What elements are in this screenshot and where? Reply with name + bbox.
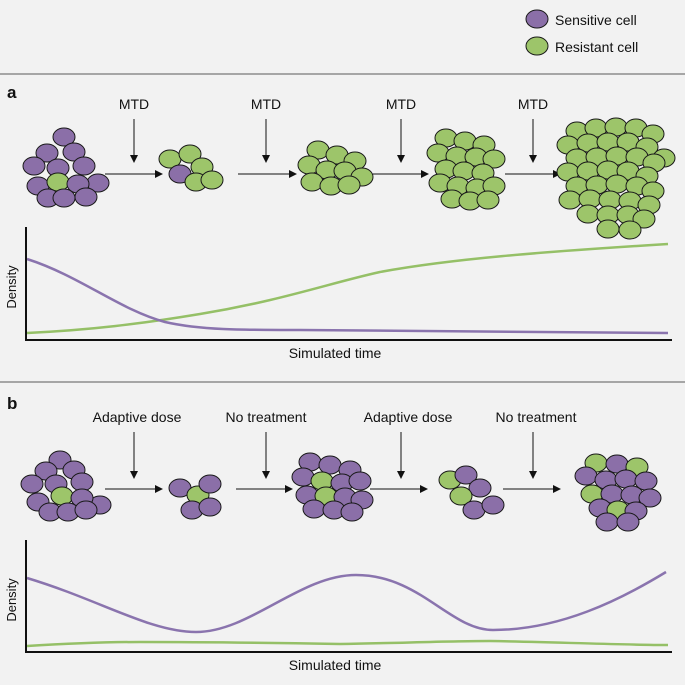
- sensitive-cell: [74, 500, 98, 520]
- sensitive-cell: [318, 455, 342, 475]
- sensitive-cell: [198, 474, 222, 494]
- panel-b-sensitive-curve: [26, 570, 667, 634]
- sensitive-cell: [62, 142, 86, 162]
- resistant-cell: [50, 486, 74, 506]
- resistant-cell: [178, 144, 202, 164]
- panel-a-tumor-stage-2: [158, 144, 224, 192]
- panel-b-treatment-3: Adaptive dose: [364, 409, 453, 425]
- resistant-cell: [300, 172, 324, 192]
- legend-sensitive-label: Sensitive cell: [555, 12, 637, 28]
- panel-b-xlabel: Simulated time: [289, 657, 382, 673]
- sensitive-cell: [481, 495, 505, 515]
- panel-b-tumor-stage-4: [438, 465, 505, 520]
- legend-sensitive-swatch: [525, 9, 549, 29]
- sensitive-cell: [70, 472, 94, 492]
- resistant-cell: [558, 190, 582, 210]
- sensitive-cell: [638, 488, 662, 508]
- resistant-cell: [618, 220, 642, 240]
- sensitive-cell: [22, 156, 46, 176]
- legend: Sensitive cell Resistant cell: [525, 9, 638, 56]
- sensitive-cell: [595, 512, 619, 532]
- sensitive-cell: [72, 156, 96, 176]
- panel-a-tumor-stage-1: [22, 127, 110, 208]
- panel-a-tumor-stage-4: [426, 128, 506, 211]
- panel-a-resistant-curve: [26, 242, 669, 335]
- sensitive-cell: [468, 478, 492, 498]
- resistant-cell: [200, 170, 224, 190]
- sensitive-cell: [35, 143, 59, 163]
- sensitive-cell: [614, 469, 638, 489]
- panel-a-tumor-stage-3: [297, 140, 374, 196]
- resistant-cell: [449, 486, 473, 506]
- resistant-cell: [337, 175, 361, 195]
- sensitive-cell: [52, 127, 76, 147]
- sensitive-cell: [454, 465, 478, 485]
- panel-b-tumor-stage-3: [291, 452, 374, 522]
- panel-b-tumor-stage-2: [168, 474, 222, 520]
- panel-b-resistant-curve: [26, 639, 669, 648]
- panel-a: a MTD MTD MTD MTD Density Simulated time: [4, 83, 676, 361]
- resistant-cell: [605, 174, 629, 194]
- panel-a-treatment-3: MTD: [386, 96, 416, 112]
- panel-b-ylabel: Density: [4, 578, 19, 622]
- resistant-cell: [596, 219, 620, 239]
- sensitive-cell: [291, 467, 315, 487]
- panel-a-ylabel: Density: [4, 265, 19, 309]
- panel-b-letter: b: [7, 394, 17, 413]
- resistant-cell: [426, 143, 450, 163]
- legend-resistant-label: Resistant cell: [555, 39, 638, 55]
- panel-b-treatment-4: No treatment: [496, 409, 577, 425]
- resistant-cell: [46, 172, 70, 192]
- legend-resistant-swatch: [525, 36, 549, 56]
- sensitive-cell: [20, 474, 44, 494]
- panel-a-xlabel: Simulated time: [289, 345, 382, 361]
- panel-b-tumor-stage-5: [574, 453, 662, 532]
- panel-a-letter: a: [7, 83, 17, 102]
- panel-a-sensitive-curve: [26, 257, 669, 335]
- panel-a-treatment-1: MTD: [119, 96, 149, 112]
- resistant-cell: [576, 204, 600, 224]
- panel-b-treatment-2: No treatment: [226, 409, 307, 425]
- sensitive-cell: [198, 497, 222, 517]
- panel-b-treatment-1: Adaptive dose: [93, 409, 182, 425]
- panel-a-treatment-4: MTD: [518, 96, 548, 112]
- panel-b: b Adaptive dose No treatment Adaptive do…: [4, 394, 672, 673]
- panel-b-tumor-stage-1: [20, 450, 112, 522]
- sensitive-cell: [616, 512, 640, 532]
- panel-a-treatment-2: MTD: [251, 96, 281, 112]
- resistant-cell: [482, 149, 506, 169]
- sensitive-cell: [340, 502, 364, 522]
- resistant-cell: [476, 190, 500, 210]
- sensitive-cell: [302, 499, 326, 519]
- sensitive-cell: [574, 466, 598, 486]
- panel-a-tumor-stage-5: [556, 117, 676, 240]
- sensitive-cell: [348, 471, 372, 491]
- sensitive-cell: [52, 188, 76, 208]
- resistant-cell: [632, 209, 656, 229]
- sensitive-cell: [74, 187, 98, 207]
